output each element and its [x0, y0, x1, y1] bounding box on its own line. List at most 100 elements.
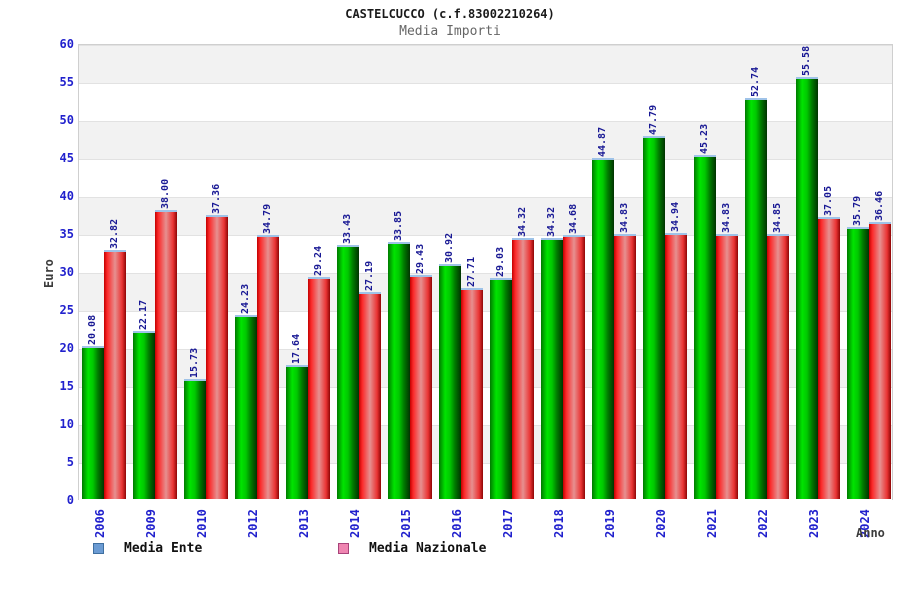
bar-media-ente-2016: [439, 264, 462, 499]
bar-media-ente-2018: [540, 238, 563, 499]
x-tick-label: 2023: [806, 509, 821, 538]
x-tick-label: 2021: [704, 509, 719, 538]
bar-media-ente-2023: [795, 76, 818, 499]
bar-media-ente-2014: [337, 244, 360, 499]
bar-value-label: 55.58: [800, 45, 812, 76]
bar-value-label: 38.00: [160, 179, 172, 210]
bar-value-label: 29.03: [494, 247, 506, 278]
bar-value-label: 37.05: [822, 186, 834, 217]
bar-value-label: 32.82: [109, 218, 121, 249]
x-tick-label: 2016: [450, 509, 465, 538]
bar-value-label: 34.79: [262, 203, 274, 234]
bar-value-label: 29.43: [415, 244, 427, 275]
bar-media-ente-2006: [82, 346, 105, 499]
bar-media-nazionale-2023: [817, 217, 840, 499]
bar-media-nazionale-2018: [562, 235, 585, 499]
bar-media-nazionale-2019: [613, 234, 636, 499]
bar-value-label: 15.73: [189, 348, 201, 379]
legend-label-media-nazionale: Media Nazionale: [369, 540, 487, 556]
bar-value-label: 34.68: [567, 204, 579, 235]
bar-value-label: 24.23: [240, 283, 252, 314]
x-tick-label: 2019: [602, 509, 617, 538]
bar-media-ente-2020: [642, 135, 665, 499]
y-tick-label: 40: [59, 189, 74, 203]
chart-title: CASTELCUCCO (c.f.83002210264): [345, 7, 555, 21]
x-tick-label: 2017: [500, 509, 515, 538]
bar-media-nazionale-2006: [104, 249, 127, 499]
y-tick-label: 50: [59, 113, 74, 127]
x-axis-title: Anno: [856, 526, 885, 540]
bar-value-label: 47.79: [647, 104, 659, 135]
plot-band: [79, 45, 892, 83]
bar-media-ente-2019: [591, 158, 614, 499]
bar-media-nazionale-2013: [308, 276, 331, 499]
bar-value-label: 20.08: [87, 315, 99, 346]
x-tick-label: 2022: [755, 509, 770, 538]
bar-media-ente-2024: [846, 227, 869, 499]
y-tick-label: 35: [59, 227, 74, 241]
bar-media-ente-2022: [744, 98, 767, 499]
bar-value-label: 37.36: [211, 183, 223, 215]
bar-value-label: 34.32: [545, 207, 557, 238]
plot-band: [79, 197, 892, 235]
bar-value-label: 33.43: [342, 213, 354, 244]
bar-media-nazionale-2015: [410, 275, 433, 499]
bar-media-nazionale-2024: [868, 221, 891, 499]
bar-media-nazionale-2012: [257, 234, 280, 499]
legend-swatch-media-ente: [93, 542, 104, 554]
bar-media-nazionale-2014: [359, 292, 382, 499]
y-axis-title: Euro: [42, 259, 56, 288]
x-tick-label: 2009: [144, 509, 159, 538]
plot-area: 20.08 32.82 22.17 38.00 15.73 37.36 24.23 34.79…: [78, 44, 893, 501]
bar-value-label: 44.87: [596, 126, 608, 157]
bar-value-label: 27.19: [364, 261, 376, 292]
legend-label-media-ente: Media Ente: [124, 540, 203, 556]
x-tick-label: 2014: [348, 509, 363, 538]
bar-value-label: 22.17: [138, 299, 150, 330]
y-tick-label: 45: [59, 151, 74, 165]
x-tick-label: 2018: [551, 509, 566, 538]
y-tick-label: 10: [59, 417, 74, 431]
bar-media-nazionale-2020: [664, 233, 687, 499]
y-tick-label: 5: [66, 455, 74, 469]
chart-legend: Media Ente Media Nazionale: [93, 540, 486, 556]
bar-media-ente-2012: [235, 314, 258, 499]
bar-media-nazionale-2022: [766, 234, 789, 499]
bar-media-nazionale-2009: [155, 210, 178, 499]
bar-media-nazionale-2016: [461, 288, 484, 499]
y-tick-label: 20: [59, 341, 74, 355]
bar-value-label: 33.85: [393, 210, 405, 241]
bar-media-nazionale-2021: [715, 234, 738, 499]
plot-band: [79, 83, 892, 121]
y-tick-label: 25: [59, 303, 74, 317]
y-tick-label: 55: [59, 75, 74, 89]
bar-value-label: 29.24: [313, 245, 325, 276]
bar-media-ente-2010: [184, 379, 207, 499]
bar-value-label: 30.92: [444, 232, 456, 263]
x-tick-label: 2015: [399, 509, 414, 538]
bar-media-ente-2015: [388, 241, 411, 499]
x-tick-label: 2020: [653, 509, 668, 538]
x-tick-label: 2013: [297, 509, 312, 538]
x-tick-label: 2006: [93, 509, 108, 538]
bar-media-ente-2021: [693, 155, 716, 499]
bar-media-ente-2013: [286, 364, 309, 499]
bar-media-nazionale-2017: [511, 238, 534, 499]
bar-value-label: 34.83: [720, 203, 732, 234]
y-tick-label: 30: [59, 265, 74, 279]
y-tick-label: 15: [59, 379, 74, 393]
bar-value-label: 17.64: [291, 333, 303, 364]
x-tick-label: 2012: [246, 509, 261, 538]
plot-band: [79, 121, 892, 159]
chart-subtitle: Media Importi: [399, 24, 501, 39]
bar-value-label: 34.32: [516, 207, 528, 238]
bar-media-ente-2009: [133, 330, 156, 499]
bar-media-nazionale-2010: [206, 215, 229, 499]
x-tick-label: 2010: [195, 509, 210, 538]
legend-swatch-media-nazionale: [338, 542, 349, 554]
bar-value-label: 27.71: [466, 257, 478, 288]
bar-value-label: 45.23: [698, 124, 710, 155]
y-tick-label: 0: [66, 493, 74, 507]
y-tick-label: 60: [59, 37, 74, 51]
